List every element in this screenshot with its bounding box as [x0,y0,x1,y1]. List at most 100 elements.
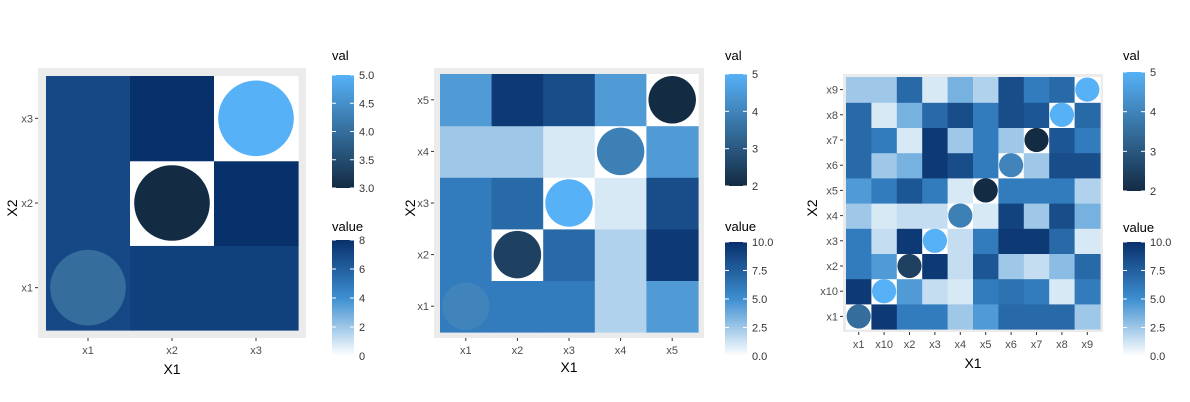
y-axis-title: X2 [4,199,20,216]
heatmap-tile [998,253,1025,280]
heatmap-tile [594,228,647,281]
heatmap-tile [973,203,999,229]
legend-tick-label: 5.0 [752,294,767,306]
heatmap-tile [440,228,493,281]
heatmap-tile [491,74,544,127]
legend-tick-label: 8 [359,235,365,247]
legend-tick-label: 4 [752,106,758,118]
x-tick-label: x2 [166,345,178,357]
x-tick-label: x9 [1081,339,1093,351]
y-tick-label: x1 [417,301,429,313]
y-axis-title: X2 [402,199,418,216]
heatmap-tile [998,177,1025,204]
legend-colorbar [1123,242,1145,356]
heatmap-tile [1023,203,1050,229]
x-axis-title: X1 [560,359,577,375]
heatmap-tile [947,152,974,179]
value-circle [922,228,948,253]
y-tick-label: x4 [826,211,838,223]
legend-title: value [725,219,756,234]
heatmap-tile [871,177,898,204]
heatmap-tile [1049,152,1076,179]
value-circle [897,253,922,279]
legend-colorbar [725,74,747,186]
x-tick-label: x3 [929,339,941,351]
x-tick-label: x10 [875,339,893,351]
heatmap-tile [1074,203,1101,229]
heatmap-tile [1049,127,1076,154]
heatmap-tile [846,228,872,254]
heatmap-tile [998,203,1025,229]
heatmap-tile [46,160,131,246]
value-circle [134,165,210,241]
heatmap-tile [440,125,493,178]
y-tick-label: x3 [826,236,838,248]
x-tick-label: x4 [954,339,966,351]
heatmap-tile [1049,77,1076,103]
heatmap-tile [1023,228,1050,254]
heatmap-tile [871,203,898,229]
heatmap-tile [646,125,699,178]
legend-tick-label: 3 [752,144,758,156]
heatmap-tile [543,228,596,281]
value-circle [948,203,973,228]
y-tick-label: x7 [826,135,838,147]
legend-tick-label: 3 [1150,146,1156,158]
y-tick-label: x6 [826,160,838,172]
heatmap-tile [214,245,299,331]
legend-title: val [725,48,742,63]
legend-tick-label: 7.5 [752,266,767,278]
value-circle [218,80,294,157]
heatmap-tile [896,152,923,179]
heatmap-tile [922,303,949,330]
heatmap-tile [846,253,872,280]
heatmap-tile [130,245,215,331]
heatmap-tile [973,152,999,179]
heatmap-tile [1074,102,1101,128]
heatmap-tile [998,77,1025,103]
legend-tick-label: 0.0 [752,351,767,363]
legend-colorbar [725,242,747,356]
x-tick-label: x6 [1005,339,1017,351]
heatmap-tile [896,278,923,305]
heatmap-tile [871,127,898,154]
chart-panel-2: x1 x2 x3 x4 x5 x1 x2 x3 x4 x5 X1 X2 val 2 3 4 5 value 0.0 2… [402,48,773,375]
heatmap-tile [947,127,974,154]
heatmap-tile [846,152,872,179]
legend-tick-label: 5 [752,69,758,81]
legend-val: val 2 3 4 5 [725,48,758,193]
legend-colorbar [1123,72,1145,191]
heatmap-tile [947,77,974,103]
x-tick-label: x3 [563,345,575,357]
x-tick-label: x7 [1031,339,1043,351]
y-tick-label: x4 [417,146,429,158]
heatmap-tile [1023,77,1050,103]
heatmap-tile [922,203,949,229]
legend-tick-label: 2.5 [1150,323,1165,335]
chart-panel-1: x1 x2 x3 x1 x2 x3 X1 X2 val 3.0 3.5 4.0 4.5 5.0 value 0… [4,48,374,377]
legend-tick-label: 4 [1150,107,1156,119]
chart-panel-3: x1 x10 x2 x3 x4 x5 x6 x7 x8 x9 x1 x10 x2 x3 x4 x5 x6 x7 x8… [804,48,1171,371]
heatmap-tile [846,127,872,154]
legend-tick-label: 3.5 [359,155,374,167]
heatmap-tile [998,102,1025,128]
legend-tick-label: 6 [359,264,365,276]
heatmap-tile [998,303,1025,330]
value-circle [872,279,897,304]
heatmap-tile [594,177,647,230]
heatmap-tile [896,303,923,330]
heatmap-tile [947,102,974,128]
value-circle [1075,77,1100,102]
heatmap-tile [1074,228,1101,254]
legend-tick-label: 10.0 [1150,237,1171,249]
heatmap-tile [1049,228,1076,254]
y-tick-label: x8 [826,110,838,122]
legend-value: value 0 2 4 6 8 [332,219,365,363]
legend-tick-label: 5 [1150,67,1156,79]
y-tick-label: x2 [21,198,33,210]
heatmap-tile [922,77,949,103]
heatmap-tile [491,280,544,333]
legend-tick-label: 5.0 [1150,294,1165,306]
y-tick-label: x3 [417,198,429,210]
